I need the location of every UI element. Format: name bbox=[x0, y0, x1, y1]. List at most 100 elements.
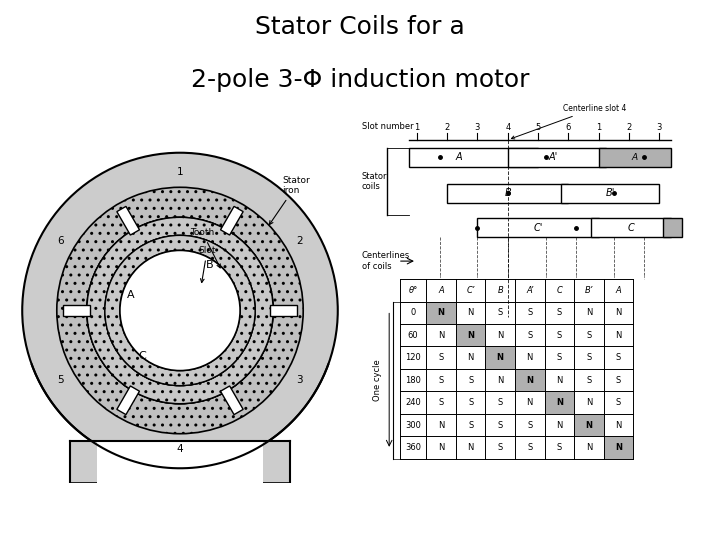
Text: Tooth: Tooth bbox=[190, 228, 220, 268]
Text: 240: 240 bbox=[405, 398, 421, 407]
Polygon shape bbox=[63, 305, 90, 316]
Wedge shape bbox=[87, 217, 273, 404]
Text: S: S bbox=[557, 443, 562, 452]
Text: S: S bbox=[438, 376, 444, 384]
Circle shape bbox=[120, 251, 240, 370]
Circle shape bbox=[22, 153, 338, 468]
Text: N: N bbox=[438, 421, 444, 429]
Text: S: S bbox=[616, 353, 621, 362]
Text: S: S bbox=[468, 398, 473, 407]
Text: B: B bbox=[206, 260, 214, 271]
Text: 6: 6 bbox=[57, 237, 63, 246]
Text: 2-pole 3-Φ induction motor: 2-pole 3-Φ induction motor bbox=[191, 68, 529, 92]
Text: A: A bbox=[631, 153, 638, 162]
Text: S: S bbox=[557, 308, 562, 317]
Text: N: N bbox=[438, 330, 444, 340]
Text: N: N bbox=[467, 308, 474, 317]
Text: N: N bbox=[497, 376, 503, 384]
Bar bbox=[235, 441, 289, 483]
Text: A’: A’ bbox=[526, 286, 534, 295]
Polygon shape bbox=[220, 206, 243, 235]
Bar bbox=[447, 184, 568, 202]
Text: One cycle: One cycle bbox=[372, 359, 382, 401]
Bar bbox=[603, 436, 633, 458]
Text: N: N bbox=[585, 421, 593, 429]
Text: B': B' bbox=[606, 188, 615, 198]
Text: S: S bbox=[616, 376, 621, 384]
Text: 1: 1 bbox=[414, 123, 420, 132]
Bar bbox=[544, 392, 574, 414]
Text: S: S bbox=[498, 308, 503, 317]
Text: θ°: θ° bbox=[408, 286, 418, 295]
Bar bbox=[477, 219, 599, 237]
Polygon shape bbox=[117, 386, 140, 415]
Text: 4: 4 bbox=[505, 123, 510, 132]
Wedge shape bbox=[105, 235, 255, 386]
Text: N: N bbox=[438, 308, 444, 317]
Text: 1: 1 bbox=[176, 167, 184, 177]
Bar bbox=[485, 347, 515, 369]
Text: Centerlines
of coils: Centerlines of coils bbox=[362, 252, 410, 271]
Text: S: S bbox=[586, 376, 592, 384]
Text: N: N bbox=[497, 353, 504, 362]
Text: S: S bbox=[438, 353, 444, 362]
Text: Slot number: Slot number bbox=[362, 122, 413, 131]
Text: S: S bbox=[527, 308, 532, 317]
Text: 2: 2 bbox=[444, 123, 450, 132]
Text: N: N bbox=[497, 330, 503, 340]
Text: Centerline slot 4: Centerline slot 4 bbox=[511, 104, 626, 139]
Text: 1: 1 bbox=[596, 123, 601, 132]
Text: C’: C’ bbox=[467, 286, 475, 295]
Bar bbox=[426, 301, 456, 324]
Circle shape bbox=[87, 217, 273, 404]
Text: N: N bbox=[526, 376, 534, 384]
Text: N: N bbox=[467, 353, 474, 362]
Text: N: N bbox=[556, 376, 562, 384]
Text: 3: 3 bbox=[474, 123, 480, 132]
Text: N: N bbox=[467, 443, 474, 452]
Text: N: N bbox=[467, 330, 474, 340]
Text: Stator
iron: Stator iron bbox=[269, 176, 310, 225]
Bar bbox=[663, 219, 682, 237]
Text: A: A bbox=[127, 291, 134, 300]
Text: S: S bbox=[527, 330, 532, 340]
Text: 3: 3 bbox=[297, 375, 303, 384]
Text: A: A bbox=[455, 152, 462, 163]
Polygon shape bbox=[117, 206, 140, 235]
Bar bbox=[574, 414, 603, 436]
Text: 2: 2 bbox=[626, 123, 631, 132]
Text: Slot: Slot bbox=[198, 246, 216, 282]
Bar bbox=[97, 441, 263, 483]
Text: N: N bbox=[585, 443, 592, 452]
Bar bbox=[456, 324, 485, 347]
Text: 360: 360 bbox=[405, 443, 421, 452]
Text: C: C bbox=[557, 286, 562, 295]
Text: S: S bbox=[498, 443, 503, 452]
Text: 3: 3 bbox=[657, 123, 662, 132]
Text: N: N bbox=[616, 421, 621, 429]
Text: S: S bbox=[527, 421, 532, 429]
Bar bbox=[235, 447, 289, 470]
Text: Stator
coils: Stator coils bbox=[362, 172, 387, 191]
Wedge shape bbox=[57, 187, 303, 434]
Text: S: S bbox=[586, 353, 592, 362]
Text: A: A bbox=[438, 286, 444, 295]
Text: S: S bbox=[557, 330, 562, 340]
Bar bbox=[561, 184, 660, 202]
Text: N: N bbox=[556, 421, 562, 429]
Text: S: S bbox=[498, 398, 503, 407]
Circle shape bbox=[105, 235, 255, 386]
Text: S: S bbox=[557, 353, 562, 362]
Bar bbox=[591, 219, 671, 237]
Text: 4: 4 bbox=[176, 444, 184, 454]
Text: 5: 5 bbox=[57, 375, 63, 384]
Text: B: B bbox=[505, 188, 511, 198]
Bar bbox=[599, 148, 671, 167]
Text: N: N bbox=[526, 398, 533, 407]
Text: N: N bbox=[585, 398, 592, 407]
Text: 60: 60 bbox=[408, 330, 418, 340]
Text: A: A bbox=[616, 286, 621, 295]
Text: S: S bbox=[527, 443, 532, 452]
Text: N: N bbox=[616, 308, 621, 317]
Text: N: N bbox=[438, 443, 444, 452]
